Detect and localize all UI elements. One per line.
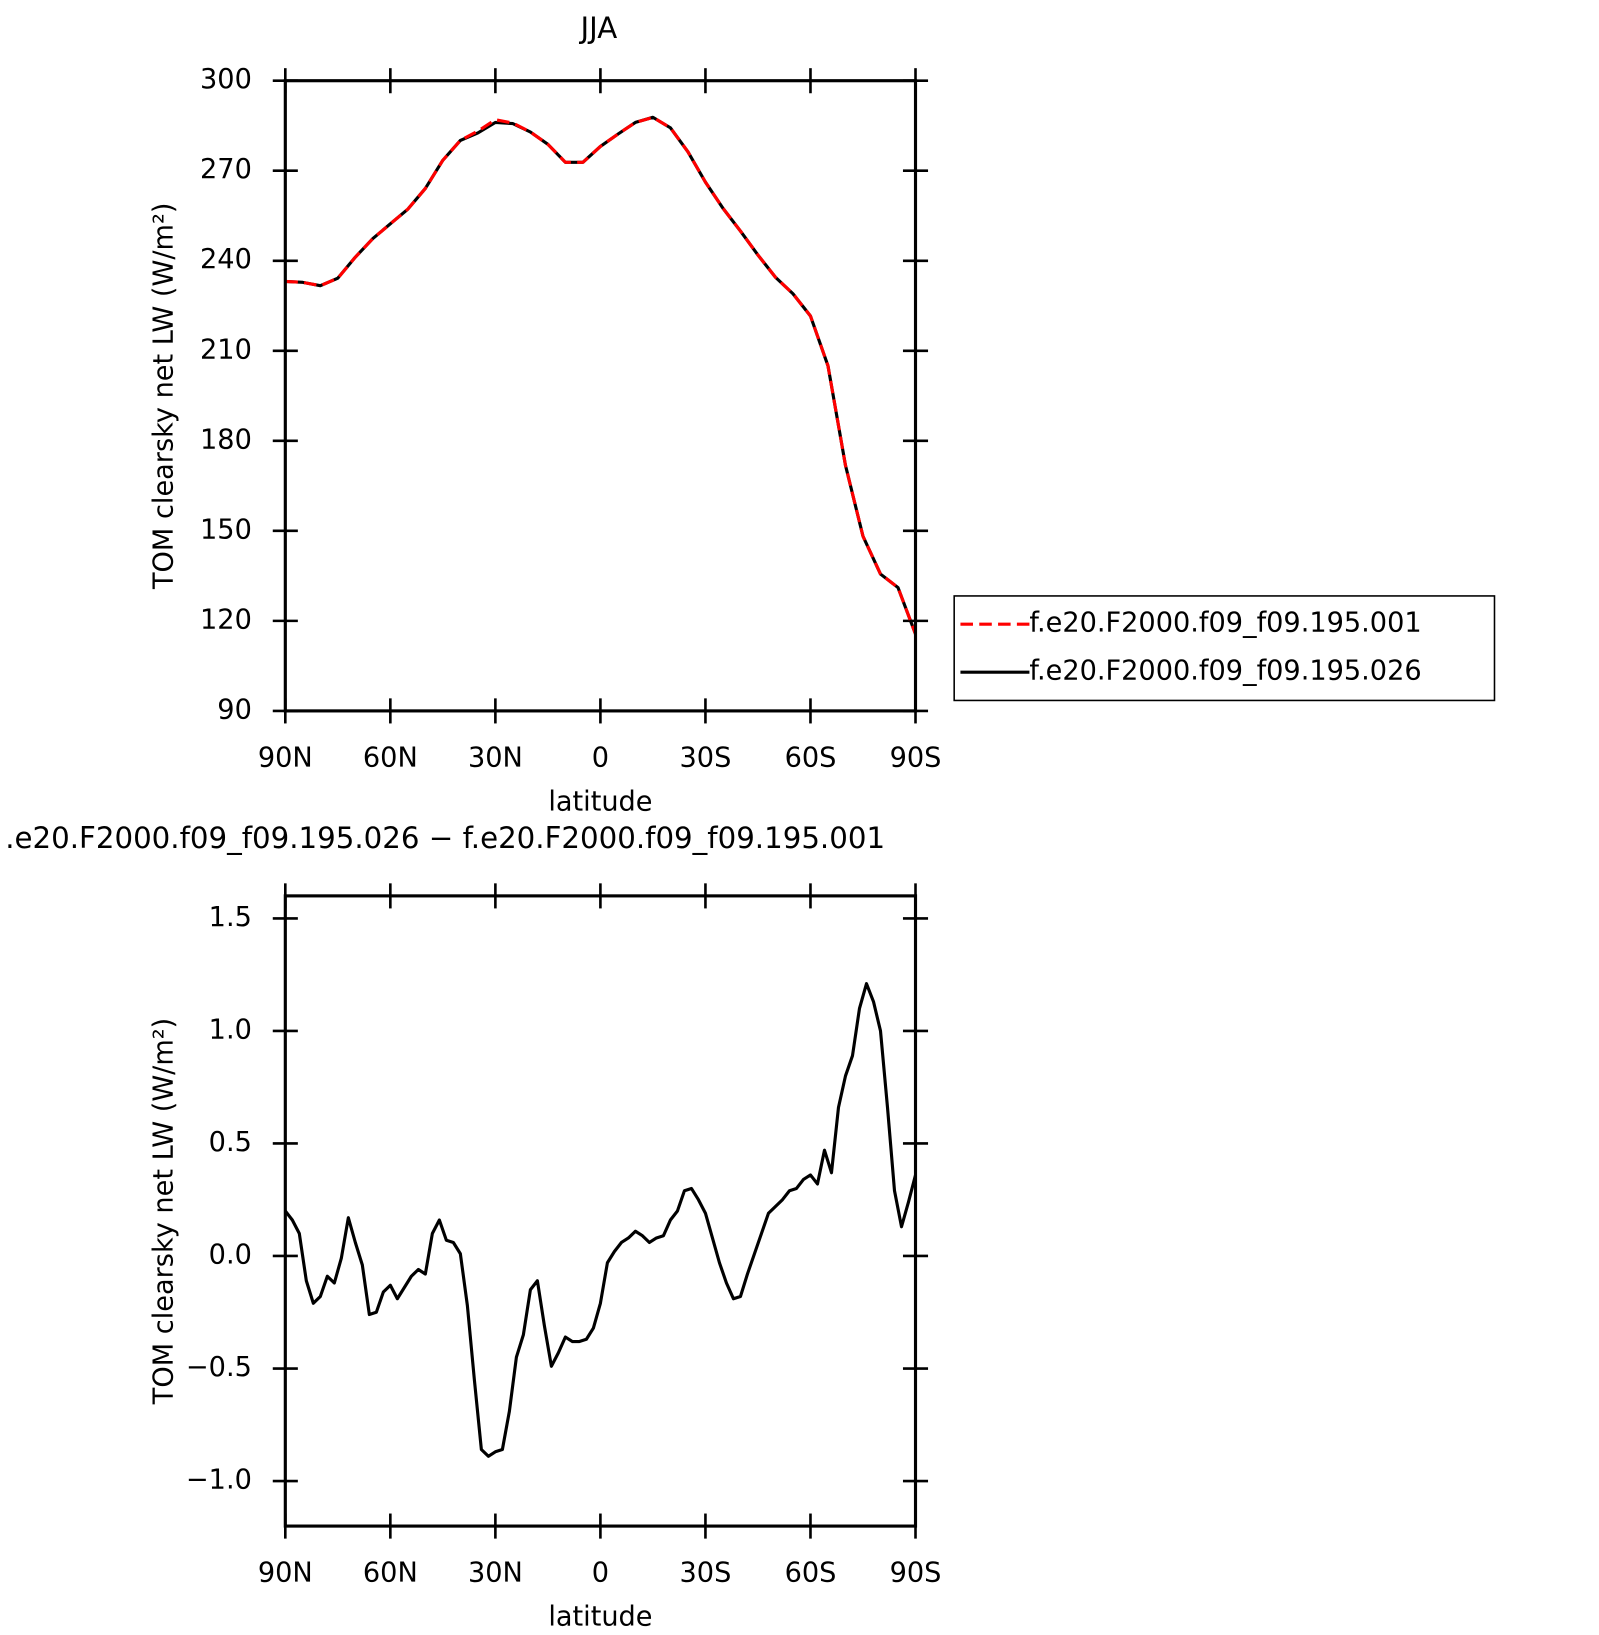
data-line: [284, 982, 918, 1458]
y-tick-label: 180: [200, 424, 252, 455]
x-tick-label: 90N: [258, 742, 313, 773]
y-tick-label: 240: [200, 244, 252, 275]
x-axis-label: latitude: [548, 1602, 652, 1633]
y-tick-label: −1.0: [186, 1465, 252, 1496]
x-axis-label: latitude: [548, 786, 652, 817]
chart-title: .e20.F2000.f09_f09.195.026 − f.e20.F2000…: [5, 821, 885, 855]
chart-title: JJA: [578, 11, 617, 45]
x-tick-label: 0: [592, 742, 609, 773]
x-tick-label: 0: [592, 1558, 609, 1589]
x-tick-label: 60N: [363, 1558, 418, 1589]
y-tick-label: 150: [200, 514, 252, 545]
y-tick-label: 1.0: [209, 1014, 252, 1045]
y-tick-label: 0.5: [209, 1127, 252, 1158]
legend-label: f.e20.F2000.f09_f09.195.026: [1029, 656, 1421, 687]
x-tick-label: 30S: [680, 742, 732, 773]
x-tick-label: 60N: [363, 742, 418, 773]
x-tick-label: 60S: [785, 1558, 837, 1589]
y-tick-label: 300: [200, 64, 252, 95]
y-tick-label: −0.5: [186, 1352, 252, 1383]
y-axis-label: TOM clearsky net LW (W/m²): [149, 203, 180, 590]
x-tick-label: 30N: [468, 742, 523, 773]
y-tick-label: 120: [200, 604, 252, 635]
x-tick-label: 90S: [890, 1558, 942, 1589]
x-tick-label: 30S: [680, 1558, 732, 1589]
legend-label: f.e20.F2000.f09_f09.195.001: [1029, 608, 1421, 639]
plot-frame: [283, 79, 918, 713]
y-axis-label: TOM clearsky net LW (W/m²): [149, 1018, 180, 1405]
x-tick-label: 60S: [785, 742, 837, 773]
plot-frame: [283, 894, 918, 1528]
x-tick-label: 30N: [468, 1558, 523, 1589]
y-tick-label: 90: [217, 694, 252, 725]
y-tick-label: 1.5: [209, 902, 252, 933]
legend-box: [953, 595, 1496, 702]
data-line: [285, 115, 917, 635]
y-tick-label: 210: [200, 334, 252, 365]
y-tick-label: 270: [200, 154, 252, 185]
x-tick-label: 90N: [258, 1558, 313, 1589]
x-tick-label: 90S: [890, 742, 942, 773]
y-tick-label: 0.0: [209, 1239, 252, 1270]
data-line: [285, 115, 917, 635]
